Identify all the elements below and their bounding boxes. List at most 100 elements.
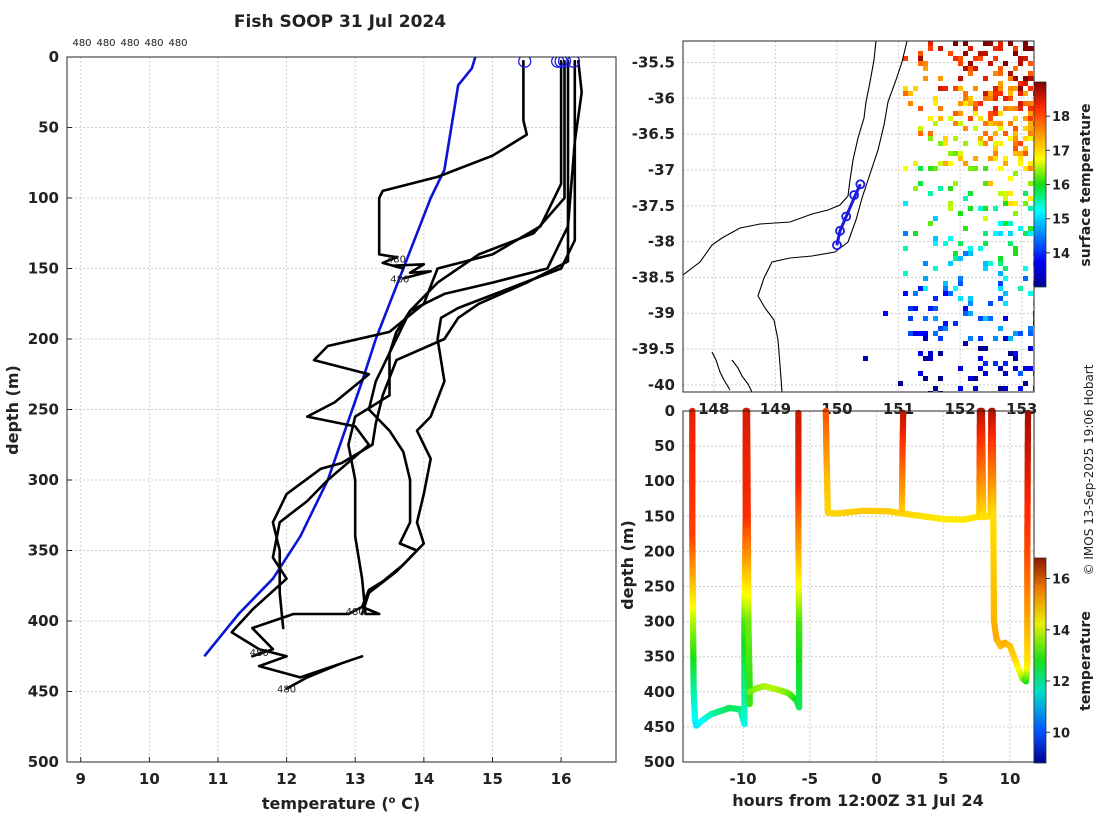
sst-cell: [1023, 231, 1028, 236]
sst-cell: [1008, 221, 1013, 226]
sst-cell: [913, 186, 918, 191]
sst-cell: [998, 71, 1003, 76]
sst-cell: [938, 376, 943, 381]
map-x-tick-label: 150: [821, 400, 852, 418]
sst-cell: [993, 156, 998, 161]
sst-cell: [978, 336, 983, 341]
depth-label: 480: [390, 274, 409, 285]
section-x-tick-label: 0: [871, 770, 881, 788]
sst-cell: [883, 311, 888, 316]
sst-cell: [973, 111, 978, 116]
sst-cell: [998, 261, 1003, 266]
y-tick-label: 450: [28, 683, 59, 701]
sst-cell: [1018, 101, 1023, 106]
sst-cell: [938, 326, 943, 331]
sst-cell: [993, 71, 998, 76]
sst-cell: [1008, 241, 1013, 246]
map-ticks: 148 149 150 151 152 153 -35.5 -36 -36.5 -37 -37.5 -…: [632, 53, 1038, 418]
ship-track: [832, 179, 866, 251]
sst-cell: [1003, 301, 1008, 306]
sst-cell: [1003, 361, 1008, 366]
sst-cell: [1018, 91, 1023, 96]
ship-marker: [835, 225, 845, 236]
sst-cell: [978, 206, 983, 211]
sst-cell: [923, 66, 928, 71]
sst-cell: [958, 56, 963, 61]
sst-cell: [1023, 116, 1028, 121]
sst-cell: [993, 206, 998, 211]
sst-cell: [983, 121, 988, 126]
x-tick-label: 9: [76, 770, 86, 788]
sst-cell: [968, 376, 973, 381]
sst-cell: [938, 106, 943, 111]
sst-cell: [978, 316, 983, 321]
sst-cell: [1023, 56, 1028, 61]
sst-cell: [1013, 76, 1018, 81]
sst-colorbar: [1033, 81, 1047, 288]
sst-cell: [958, 241, 963, 246]
sst-cell: [918, 371, 923, 376]
sst-cell: [983, 141, 988, 146]
sst-cell: [943, 326, 948, 331]
sst-cell: [938, 76, 943, 81]
x-axis-label-main: temperature (: [262, 794, 389, 813]
sst-cell: [968, 46, 973, 51]
sst-cell: [973, 386, 978, 391]
sst-cell: [1018, 161, 1023, 166]
sst-cell: [993, 336, 998, 341]
sst-cell: [963, 341, 968, 346]
sst-cell: [1028, 161, 1033, 166]
map-y-tick-label: -36: [648, 89, 675, 107]
map-y-tick-label: -37: [648, 161, 675, 179]
sst-cell: [938, 46, 943, 51]
sst-cell: [963, 311, 968, 316]
sst-cell: [993, 231, 998, 236]
series-profile-1: [377, 59, 529, 280]
sst-cell: [958, 86, 963, 91]
depth-label: 480: [387, 255, 406, 266]
temp-colorbar-ticks: 10 12 14 16: [1046, 573, 1070, 741]
y-tick-label: 50: [38, 119, 59, 137]
sst-cell: [1028, 61, 1033, 66]
sst-cell: [993, 121, 998, 126]
ship-marker: [841, 211, 852, 222]
sst-cell: [948, 261, 953, 266]
sst-cell: [908, 306, 913, 311]
sst-cell: [973, 56, 978, 61]
map-x-tick-label: 152: [944, 400, 975, 418]
sst-cell: [938, 161, 943, 166]
sst-cell: [1003, 106, 1008, 111]
sst-cell: [923, 61, 928, 66]
y-tick-label: 300: [28, 471, 59, 489]
sst-cell: [998, 46, 1003, 51]
depth-label: 480: [277, 685, 296, 696]
sst-cell: [973, 106, 978, 111]
y-tick-label: 150: [28, 260, 59, 278]
sst-cell: [1028, 196, 1033, 201]
sst-cell: [998, 41, 1003, 46]
sst-cell: [998, 141, 1003, 146]
sst-cell: [963, 91, 968, 96]
top-label: 480: [168, 38, 187, 49]
y-tick-label: 100: [28, 189, 59, 207]
sst-cell: [1023, 91, 1028, 96]
sst-cell: [1023, 266, 1028, 271]
sst-cell: [943, 321, 948, 326]
map-y-tick-label: -36.5: [632, 125, 675, 143]
sst-cell: [1023, 46, 1028, 51]
sst-cell: [938, 116, 943, 121]
sst-cell: [1028, 326, 1033, 331]
sst-cell: [908, 331, 913, 336]
sst-cell: [1008, 86, 1013, 91]
map-y-tick-label: -39: [648, 304, 675, 322]
series-profile-2: [230, 59, 563, 690]
sst-cell: [923, 261, 928, 266]
sst-cell: [1028, 131, 1033, 136]
top-label: 480: [144, 38, 163, 49]
sst-cell: [983, 266, 988, 271]
sst-cell: [1028, 106, 1033, 111]
sst-cell: [993, 141, 998, 146]
sst-cell: [1003, 191, 1008, 196]
sst-cell: [928, 221, 933, 226]
